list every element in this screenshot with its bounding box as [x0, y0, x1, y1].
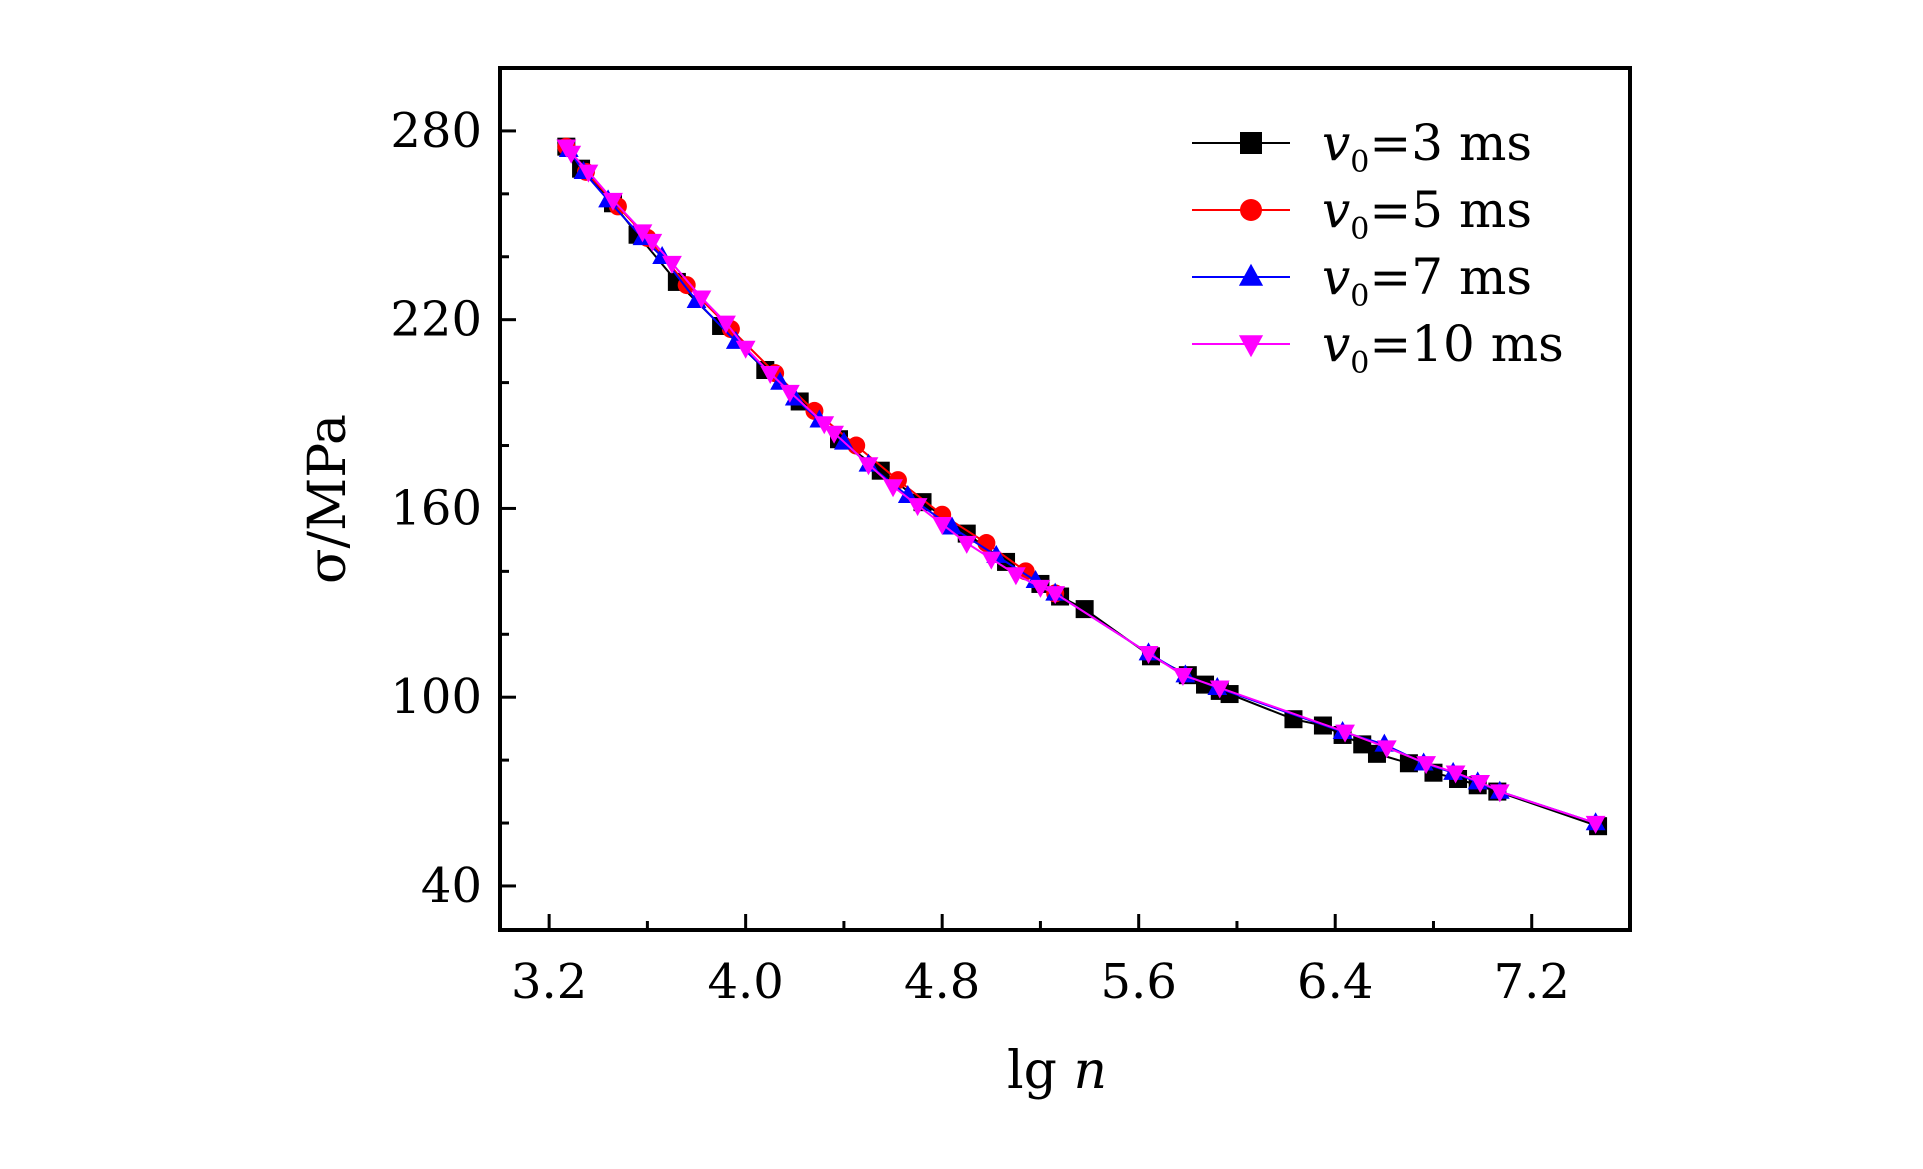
legend-label: v0=7 ms	[1322, 248, 1532, 314]
data-point	[578, 164, 599, 183]
series-layer	[556, 137, 1608, 836]
plot-frame	[498, 66, 1632, 932]
data-point	[760, 365, 781, 384]
data-point	[824, 425, 844, 444]
data-point	[1016, 562, 1035, 581]
data-point	[632, 224, 653, 243]
data-point	[677, 276, 696, 295]
y-axis-title: σ/MPa	[298, 414, 358, 584]
data-point	[735, 340, 756, 359]
series-0	[557, 137, 1608, 836]
data-point	[1585, 815, 1606, 834]
legend-label: v0=10 ms	[1322, 315, 1564, 381]
legend-marker	[1240, 132, 1262, 154]
legend-marker	[1238, 335, 1264, 358]
x-tick-label: 4.0	[707, 954, 783, 1010]
data-point	[942, 516, 962, 535]
data-point	[561, 145, 582, 164]
x-tick-label: 4.8	[904, 954, 980, 1010]
data-point	[662, 255, 682, 274]
data-point	[716, 315, 736, 334]
data-point	[1335, 724, 1355, 743]
legend-marker	[1238, 263, 1264, 286]
legend-label: v0=3 ms	[1322, 114, 1532, 180]
x-axis-title: lg n	[1007, 1041, 1107, 1101]
data-point	[1445, 765, 1466, 784]
y-tick-label: 40	[421, 858, 482, 914]
y-tick-label: 280	[390, 103, 482, 159]
data-point	[858, 457, 879, 476]
axes: 3.2 4.0 4.8 5.6 6.4 7.2 40 100 160 220 280	[390, 66, 1632, 1010]
data-point	[1209, 680, 1230, 699]
data-point	[981, 551, 1002, 570]
data-point	[956, 535, 977, 554]
data-point	[1416, 756, 1437, 775]
y-tick-label: 100	[390, 669, 482, 725]
data-point	[814, 416, 835, 435]
data-point	[907, 498, 928, 517]
series-line	[565, 146, 1056, 595]
data-point	[1489, 784, 1510, 803]
series-1	[557, 137, 1065, 603]
y-tick-label: 160	[390, 480, 482, 536]
data-point	[642, 233, 663, 252]
data-point	[691, 290, 712, 309]
legend-entry: v0=5 ms	[1192, 181, 1532, 247]
data-point	[1138, 645, 1159, 664]
data-point	[1005, 567, 1026, 586]
legend-entry: v0=10 ms	[1192, 315, 1564, 381]
y-tick-label: 220	[390, 292, 482, 348]
data-point	[1030, 579, 1051, 598]
legend-marker	[1240, 199, 1262, 221]
data-point	[1173, 667, 1193, 686]
series-2	[558, 138, 1606, 831]
data-point	[1075, 600, 1094, 619]
x-tick-label: 6.4	[1297, 954, 1373, 1010]
data-point	[883, 479, 903, 498]
data-point	[1045, 586, 1066, 605]
data-point	[871, 461, 890, 480]
data-point	[1470, 774, 1491, 793]
x-tick-label: 3.2	[511, 954, 587, 1010]
legend-label: v0=5 ms	[1322, 181, 1532, 247]
data-point	[932, 516, 953, 535]
legend-entry: v0=7 ms	[1192, 248, 1532, 314]
series-3	[556, 139, 1606, 834]
data-point	[779, 384, 800, 403]
data-point	[1376, 740, 1397, 759]
legend-entry: v0=3 ms	[1192, 114, 1532, 180]
data-point	[603, 192, 623, 211]
x-tick-label: 5.6	[1101, 954, 1177, 1010]
x-tick-label: 7.2	[1494, 954, 1570, 1010]
